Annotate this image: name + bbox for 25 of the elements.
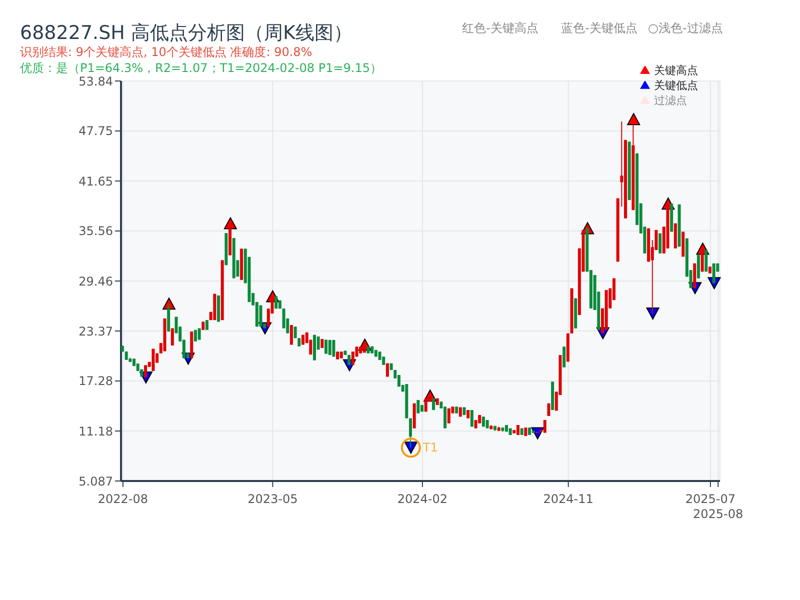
chart-subtitle: 识别结果: 9个关键高点, 10个关键低点 准确度: 90.8% [20, 44, 312, 61]
x-tick-label: 2025-08 [693, 507, 744, 521]
legend-label: 关键高点 [654, 64, 698, 77]
text: 红色-关键高点 [462, 20, 538, 37]
text: 优质：是（P1=64.3%，R2=1.07；T1=2024-02-08 P1=9.15） [20, 60, 382, 76]
y-tick-label: 47.75 [78, 124, 113, 138]
x-tick-label: 2024-02 [397, 492, 448, 506]
x-tick-label: 2024-11 [543, 492, 594, 506]
y-tick-label: 5.087 [78, 474, 113, 488]
x-tick-label: 2025-07 [685, 492, 736, 506]
y-tick-label: 41.65 [78, 174, 113, 188]
y-tick-label: 53.84 [78, 74, 113, 88]
text: 蓝色-关键低点 [561, 20, 638, 37]
annotation: T1 [422, 440, 438, 455]
y-tick-label: 29.46 [78, 274, 113, 288]
x-tick-label: 2022-08 [98, 492, 148, 506]
y-tick-label: 35.56 [78, 224, 113, 238]
chart-title: 688227.SH 高低点分析图（周K线图） [20, 21, 352, 46]
y-tick-label: 11.18 [78, 424, 113, 438]
legend-label: 过滤点 [654, 94, 687, 107]
text: ○浅色-过滤点 [648, 20, 723, 37]
y-tick-label: 17.28 [78, 374, 113, 388]
x-tick-label: 2023-05 [248, 492, 298, 506]
legend-label: 关键低点 [654, 79, 698, 92]
y-tick-label: 23.37 [78, 324, 113, 338]
